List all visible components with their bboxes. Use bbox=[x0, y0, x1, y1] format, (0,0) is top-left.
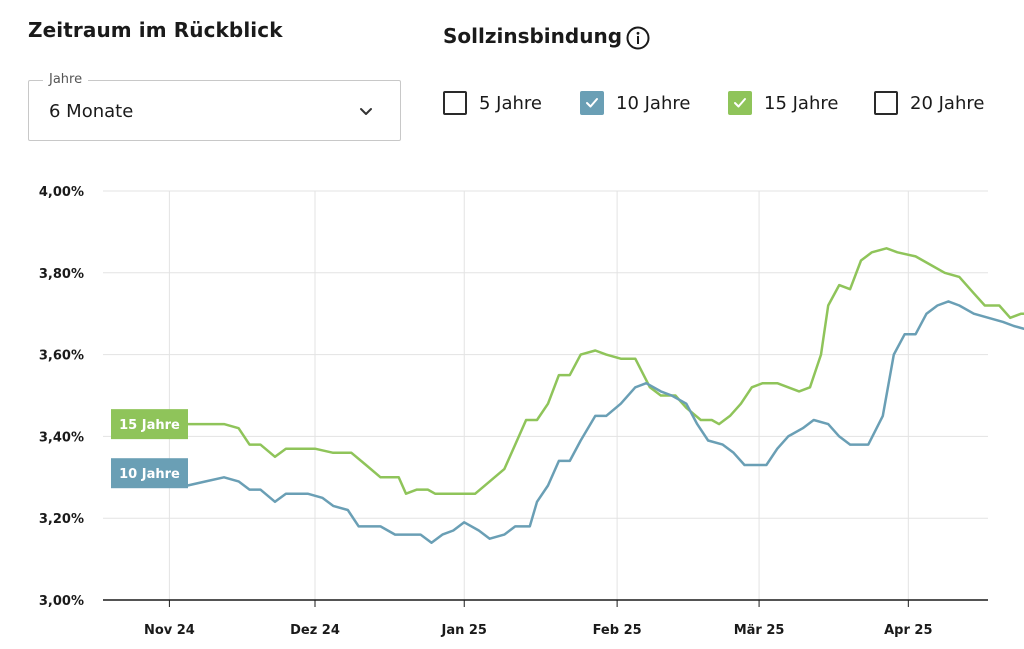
checkbox-label: 10 Jahre bbox=[616, 92, 691, 114]
x-tick-label: Feb 25 bbox=[593, 623, 642, 638]
checkbox-box[interactable] bbox=[443, 91, 467, 115]
series-tag-15-jahre: 15 Jahre bbox=[111, 409, 188, 440]
chevron-down-icon bbox=[360, 108, 372, 115]
checkbox-box[interactable] bbox=[874, 91, 898, 115]
series-line-10-jahre bbox=[131, 300, 1024, 544]
x-tick-label: Mär 25 bbox=[734, 623, 785, 638]
checkbox-5-jahre[interactable]: 5 Jahre bbox=[443, 89, 542, 117]
info-icon[interactable] bbox=[626, 26, 650, 50]
period-select-value: 6 Monate bbox=[49, 101, 134, 122]
x-tick-label: Apr 25 bbox=[884, 623, 932, 638]
checkbox-box[interactable] bbox=[728, 91, 752, 115]
x-tick-label: Nov 24 bbox=[144, 623, 195, 638]
series-tag-label: 15 Jahre bbox=[119, 418, 180, 433]
check-icon bbox=[734, 98, 746, 108]
checkbox-10-jahre[interactable]: 10 Jahre bbox=[580, 89, 690, 117]
x-tick-label: Jan 25 bbox=[440, 623, 486, 638]
x-tick-label: Dez 24 bbox=[290, 623, 340, 638]
checkbox-label: 20 Jahre bbox=[910, 92, 985, 114]
period-select-label: Jahre bbox=[43, 72, 89, 87]
checkbox-label: 5 Jahre bbox=[479, 92, 542, 114]
series-tag-background bbox=[111, 409, 188, 440]
y-tick-label: 4,00% bbox=[39, 185, 84, 200]
checkbox-20-jahre[interactable]: 20 Jahre bbox=[874, 89, 984, 117]
series-line-15-jahre bbox=[131, 247, 1024, 495]
y-tick-label: 3,40% bbox=[39, 430, 84, 445]
series-tag-background bbox=[111, 458, 188, 489]
series-tag-label: 10 Jahre bbox=[119, 467, 180, 482]
checkbox-15-jahre[interactable]: 15 Jahre bbox=[728, 89, 838, 117]
y-tick-label: 3,00% bbox=[39, 594, 84, 609]
y-tick-label: 3,60% bbox=[39, 349, 84, 364]
binding-title: Sollzinsbindung bbox=[443, 24, 623, 48]
checkbox-label: 15 Jahre bbox=[764, 92, 839, 114]
series-tag-10-jahre: 10 Jahre bbox=[111, 458, 188, 489]
check-icon bbox=[586, 98, 598, 108]
period-title: Zeitraum im Rückblick bbox=[28, 18, 283, 42]
y-tick-label: 3,20% bbox=[39, 512, 84, 527]
y-tick-label: 3,80% bbox=[39, 267, 84, 282]
checkbox-box[interactable] bbox=[580, 91, 604, 115]
period-select[interactable]: Jahre 6 Monate bbox=[28, 72, 401, 141]
